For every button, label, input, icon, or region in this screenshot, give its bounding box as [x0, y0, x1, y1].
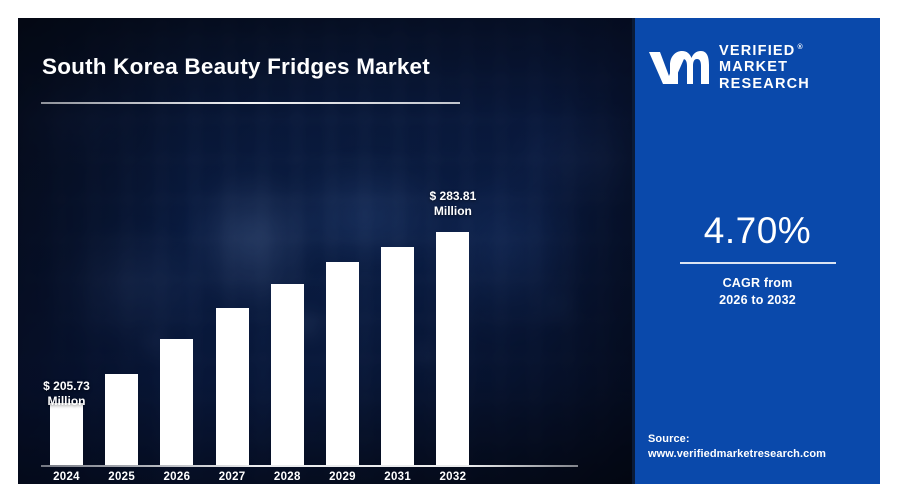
cagr-caption-line1: CAGR from	[722, 275, 793, 290]
bar-2024	[50, 403, 83, 465]
data-label-first-unit: Million	[47, 394, 86, 408]
bar-2032	[436, 232, 470, 465]
x-tick-2032: 2032	[439, 471, 467, 483]
logo-word-verified: VERIFIED	[719, 42, 796, 59]
bar-2031	[381, 246, 415, 465]
x-tick-2027: 2027	[218, 471, 246, 483]
data-label-first-amount: $ 205.73	[43, 379, 90, 393]
brand-logo-wordmark: VERIFIED ® MARKET RESEARCH	[719, 40, 810, 92]
source-label: Source:	[648, 433, 690, 445]
data-label-last-unit: Million	[433, 204, 472, 218]
bar-2025	[105, 373, 139, 465]
logo-word-research: RESEARCH	[719, 75, 810, 92]
vmr-logo-icon	[647, 46, 709, 86]
cagr-block: 4.70% CAGR from 2026 to 2032	[635, 210, 880, 309]
bar-2028	[270, 284, 304, 465]
brand-panel: VERIFIED ® MARKET RESEARCH 4.70% CAGR fro…	[635, 18, 880, 484]
cagr-value: 4.70%	[703, 210, 812, 251]
x-tick-2025: 2025	[108, 471, 136, 483]
source-url[interactable]: www.verifiedmarketresearch.com	[648, 448, 827, 460]
bar-2029	[326, 262, 359, 465]
data-label-first: $ 205.73 Million	[18, 379, 122, 409]
infographic-card: South Korea Beauty Fridges Market 2024 20…	[18, 18, 880, 484]
cagr-caption-line2: 2026 to 2032	[719, 292, 796, 307]
x-tick-2029: 2029	[329, 471, 356, 483]
data-label-last-amount: $ 283.81	[429, 189, 477, 203]
logo-word-market: MARKET	[719, 59, 789, 76]
x-tick-2026: 2026	[163, 471, 191, 483]
cagr-caption: CAGR from 2026 to 2032	[635, 275, 880, 309]
title-underline	[41, 102, 460, 104]
bar-2026	[160, 338, 194, 465]
page-title: South Korea Beauty Fridges Market	[42, 54, 430, 79]
x-axis-line	[41, 465, 578, 467]
brand-logo: VERIFIED ® MARKET RESEARCH	[647, 40, 810, 92]
data-label-last: $ 283.81 Million	[398, 189, 508, 219]
x-tick-2028: 2028	[273, 471, 301, 483]
chart-panel: South Korea Beauty Fridges Market 2024 20…	[18, 18, 632, 484]
x-tick-2024: 2024	[53, 471, 80, 483]
x-tick-2031: 2031	[384, 471, 412, 483]
panel-divider	[632, 18, 635, 484]
cagr-divider	[679, 262, 836, 264]
bar-2027	[215, 308, 249, 465]
source-block: Source: www.verifiedmarketresearch.com	[648, 432, 826, 462]
registered-trademark-icon: ®	[797, 44, 803, 51]
bar-chart-plot: 2024 2025 2026 2027 2028 2029 2031 2032 $ 205.7…	[18, 18, 632, 484]
